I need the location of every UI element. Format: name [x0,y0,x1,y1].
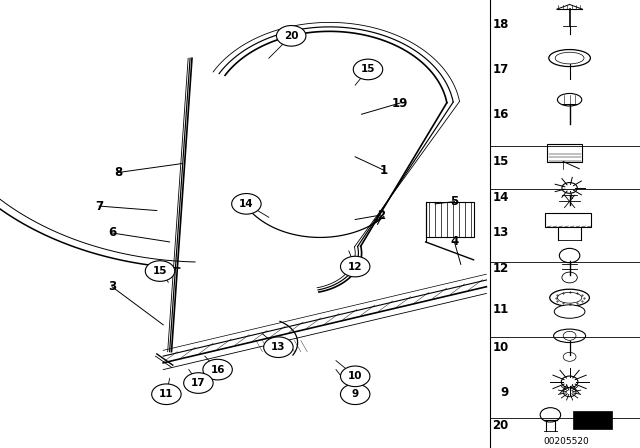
Text: 19: 19 [392,96,408,110]
Circle shape [276,26,306,46]
Text: 13: 13 [493,226,509,240]
Text: 13: 13 [271,342,285,352]
Bar [545,214,591,227]
Circle shape [563,332,576,340]
Text: 20: 20 [284,31,298,41]
Circle shape [232,194,261,214]
Circle shape [540,408,561,422]
Ellipse shape [557,94,582,106]
Bar [573,411,612,429]
Text: 1: 1 [380,164,388,177]
Text: 17: 17 [493,63,509,76]
Text: 9: 9 [351,389,359,399]
Text: 15: 15 [153,266,167,276]
Circle shape [559,248,580,263]
Text: 10: 10 [348,371,362,381]
Ellipse shape [556,52,584,64]
Text: 16: 16 [492,108,509,121]
Circle shape [340,366,370,387]
Text: 11: 11 [159,389,173,399]
Circle shape [145,261,175,281]
Circle shape [152,384,181,405]
Text: 2: 2 [377,208,385,222]
Ellipse shape [554,305,585,318]
Circle shape [562,183,577,194]
Text: 15: 15 [492,155,509,168]
Text: 7: 7 [95,199,103,213]
Bar [547,145,582,162]
Text: 00205520: 00205520 [543,437,589,446]
Ellipse shape [549,50,590,67]
Text: 8: 8 [115,166,122,179]
Bar [426,202,474,237]
Circle shape [561,376,578,388]
Circle shape [563,352,576,361]
Ellipse shape [554,329,586,343]
Circle shape [203,359,232,380]
Text: 18: 18 [492,18,509,31]
Text: 4: 4 [451,235,458,249]
Text: 5: 5 [451,195,458,208]
Text: 16: 16 [211,365,225,375]
Circle shape [184,373,213,393]
Circle shape [562,272,577,283]
Text: 3: 3 [108,280,116,293]
Circle shape [563,388,576,397]
Circle shape [353,59,383,80]
Text: 10: 10 [493,340,509,354]
Text: 17: 17 [191,378,205,388]
Text: 14: 14 [239,199,253,209]
Text: 9: 9 [500,385,509,399]
Ellipse shape [550,289,589,306]
Circle shape [340,256,370,277]
Circle shape [264,337,293,358]
Circle shape [340,384,370,405]
Text: 15: 15 [361,65,375,74]
Text: 12: 12 [348,262,362,271]
Text: 12: 12 [493,262,509,276]
Text: 14: 14 [492,190,509,204]
Text: 20: 20 [493,419,509,432]
Text: 6: 6 [108,226,116,240]
Text: 11: 11 [493,302,509,316]
Ellipse shape [557,293,582,303]
